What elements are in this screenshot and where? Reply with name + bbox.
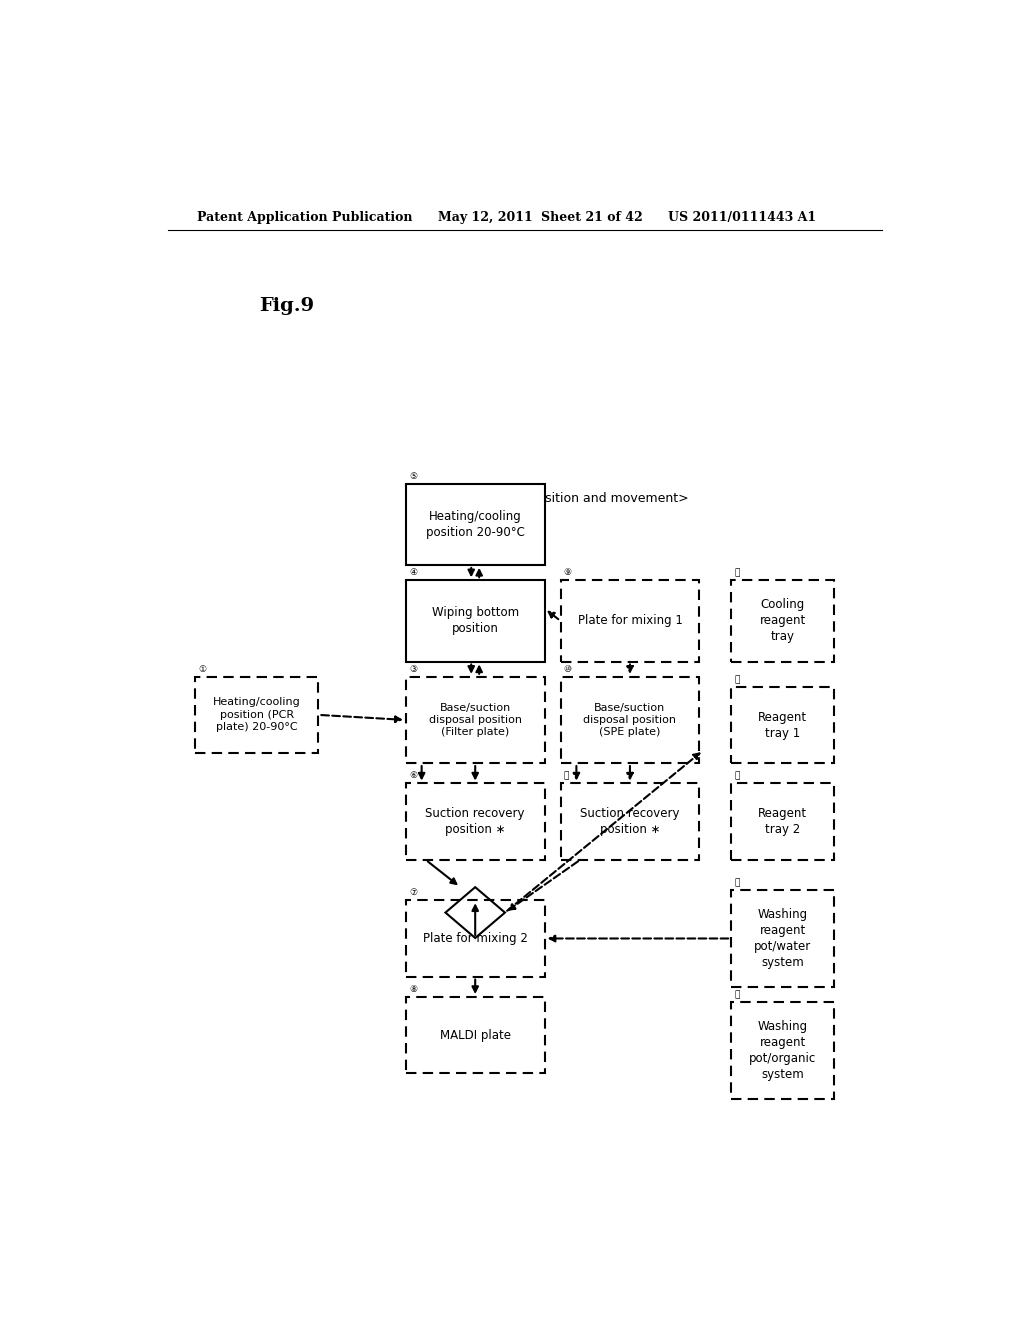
- Text: ⑩: ⑩: [563, 665, 571, 673]
- Text: ⑧: ⑧: [409, 985, 417, 994]
- Bar: [406, 997, 545, 1073]
- Bar: [731, 686, 835, 763]
- Text: May 12, 2011: May 12, 2011: [437, 211, 532, 224]
- Text: ⑫: ⑫: [734, 568, 739, 577]
- Text: ⑤: ⑤: [409, 471, 417, 480]
- Text: Plate for mixing 2: Plate for mixing 2: [423, 932, 527, 945]
- Bar: [731, 1002, 835, 1098]
- Text: ⑨: ⑨: [563, 568, 571, 577]
- Text: ④: ④: [409, 568, 417, 577]
- Text: ⑥: ⑥: [409, 771, 417, 780]
- Text: Reagent
tray 1: Reagent tray 1: [758, 710, 807, 739]
- Text: US 2011/0111443 A1: US 2011/0111443 A1: [668, 211, 816, 224]
- Text: Patent Application Publication: Patent Application Publication: [197, 211, 413, 224]
- Text: Cooling
reagent
tray: Cooling reagent tray: [760, 598, 806, 643]
- Bar: [406, 784, 545, 859]
- Bar: [406, 581, 545, 661]
- Bar: [560, 677, 699, 763]
- Text: Base/suction
disposal position
(Filter plate): Base/suction disposal position (Filter p…: [429, 702, 521, 738]
- Bar: [731, 890, 835, 987]
- Text: Wiping bottom
position: Wiping bottom position: [432, 606, 519, 635]
- Text: Suction recovery
position ∗: Suction recovery position ∗: [581, 807, 680, 836]
- Text: Base/suction
disposal position
(SPE plate): Base/suction disposal position (SPE plat…: [584, 702, 677, 738]
- Text: ⑦: ⑦: [409, 888, 417, 898]
- Text: ⑮: ⑮: [734, 878, 739, 887]
- Bar: [560, 784, 699, 859]
- Text: ⑪: ⑪: [563, 771, 569, 780]
- Text: ①: ①: [199, 665, 207, 673]
- Text: ③: ③: [409, 665, 417, 673]
- Bar: [406, 677, 545, 763]
- Bar: [406, 483, 545, 565]
- Bar: [731, 784, 835, 859]
- Text: Washing
reagent
pot/organic
system: Washing reagent pot/organic system: [750, 1020, 816, 1081]
- Bar: [731, 581, 835, 661]
- Text: Washing
reagent
pot/water
system: Washing reagent pot/water system: [754, 908, 811, 969]
- Text: Heating/cooling
position 20-90°C: Heating/cooling position 20-90°C: [426, 510, 524, 539]
- Bar: [196, 677, 318, 752]
- Text: Reagent
tray 2: Reagent tray 2: [758, 807, 807, 836]
- Text: ⑬: ⑬: [734, 675, 739, 684]
- Text: Fig.9: Fig.9: [259, 297, 314, 314]
- Bar: [406, 900, 545, 977]
- Text: ⑯: ⑯: [734, 990, 739, 999]
- Text: Suction recovery
position ∗: Suction recovery position ∗: [425, 807, 525, 836]
- Text: Sheet 21 of 42: Sheet 21 of 42: [541, 211, 642, 224]
- Text: MALDI plate: MALDI plate: [439, 1028, 511, 1041]
- Text: <Position and movement>: <Position and movement>: [520, 492, 688, 506]
- Text: Plate for mixing 1: Plate for mixing 1: [578, 614, 682, 627]
- Bar: [560, 581, 699, 661]
- Text: Heating/cooling
position (PCR
plate) 20-90°C: Heating/cooling position (PCR plate) 20-…: [213, 697, 301, 733]
- Text: ⑭: ⑭: [734, 771, 739, 780]
